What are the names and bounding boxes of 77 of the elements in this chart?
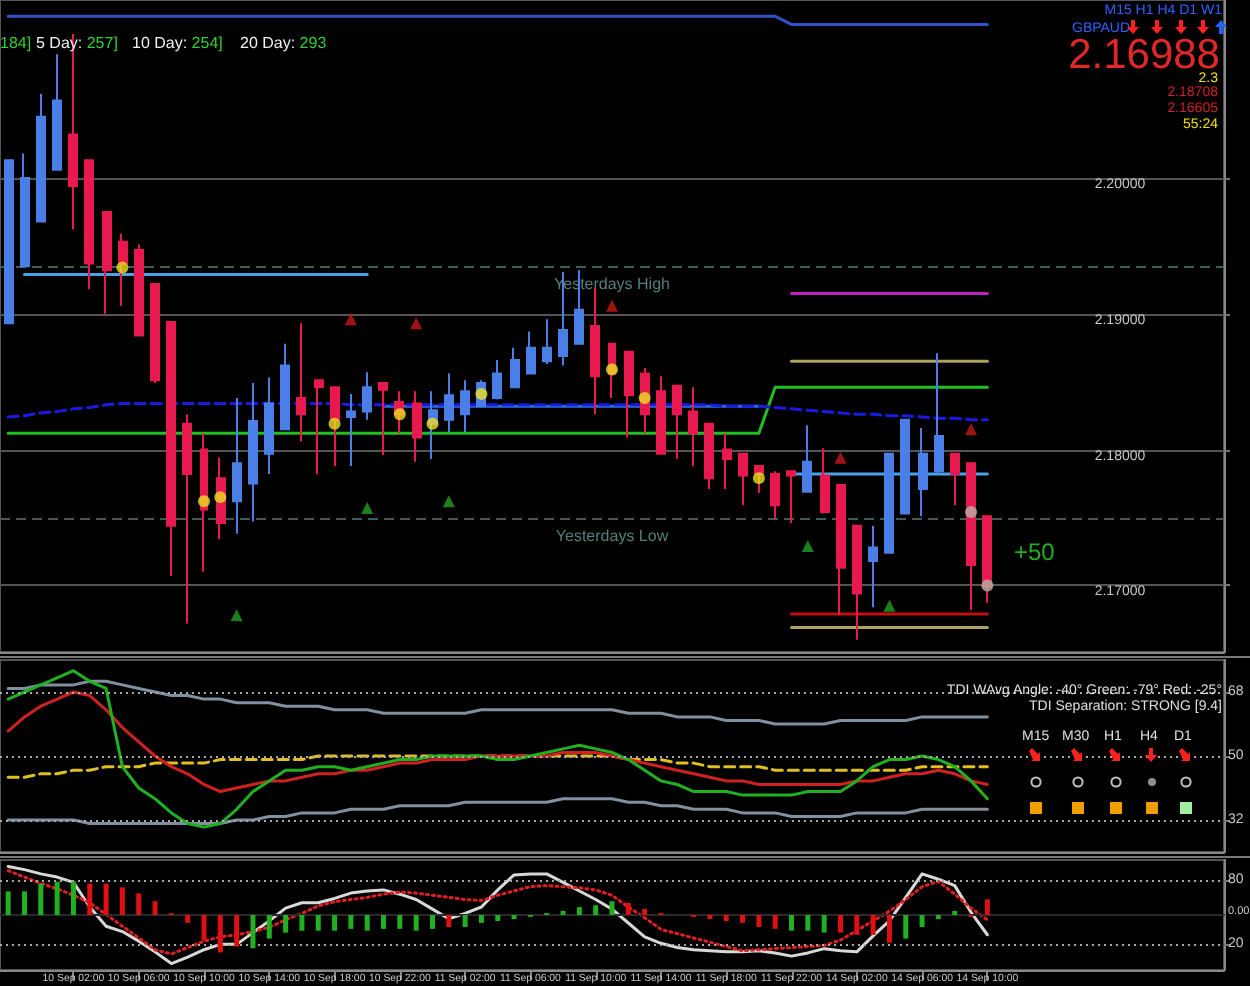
bar: [250, 915, 256, 949]
bar: [429, 915, 435, 929]
bar: [397, 915, 403, 929]
point: [834, 451, 847, 464]
bar: [348, 915, 354, 929]
bar: [201, 915, 207, 941]
bar: [723, 915, 729, 921]
bar: [5, 891, 11, 915]
bar: [315, 915, 321, 931]
point: [328, 417, 341, 430]
point: [116, 261, 129, 274]
bar: [642, 909, 648, 915]
bar: [576, 907, 582, 915]
bar: [625, 903, 631, 915]
bar: [185, 915, 191, 923]
point: [198, 495, 210, 508]
bar: [119, 887, 125, 915]
bar: [381, 915, 387, 929]
bar: [283, 915, 289, 933]
point: [606, 363, 618, 376]
point: [426, 417, 439, 430]
bar: [478, 915, 484, 923]
bar: [136, 893, 142, 915]
point: [638, 391, 651, 404]
point: [410, 317, 423, 330]
point: [361, 502, 374, 515]
bar: [38, 883, 44, 915]
point: [475, 387, 488, 400]
bar: [87, 883, 93, 915]
bar: [332, 915, 338, 931]
bar: [609, 901, 615, 915]
annotation: 10 Day: 254]: [132, 34, 223, 52]
bar: [789, 915, 795, 931]
bar: [70, 881, 76, 915]
bar: [886, 915, 892, 943]
annotation: 184]: [0, 34, 32, 52]
point: [752, 472, 765, 485]
point: [442, 495, 455, 508]
point: [214, 491, 227, 504]
ref-line-label: Yesterdays Low: [555, 526, 669, 545]
point: [801, 540, 814, 553]
point: [393, 408, 406, 421]
bar: [495, 915, 501, 921]
bar: [903, 915, 909, 939]
bar: [266, 915, 272, 939]
bar: [837, 915, 843, 933]
bar: [854, 915, 860, 935]
bar: [462, 915, 468, 927]
bar: [756, 915, 762, 927]
bar: [740, 915, 746, 923]
bar: [446, 915, 452, 927]
line-series: [6, 797, 989, 826]
bar: [217, 915, 223, 953]
text: +50: [1014, 538, 1055, 566]
bar: [984, 899, 990, 915]
bar: [413, 915, 419, 931]
bar: [870, 915, 876, 935]
point: [965, 506, 978, 519]
point: [981, 579, 994, 592]
bar: [772, 915, 778, 929]
point: [606, 299, 618, 312]
bar: [593, 905, 599, 915]
point: [344, 313, 357, 326]
bar: [821, 915, 827, 933]
bar: [234, 915, 240, 947]
bar: [152, 901, 158, 915]
point: [965, 423, 978, 436]
annotation: 20 Day: 293: [240, 34, 327, 52]
bar: [21, 891, 27, 915]
bar: [805, 915, 811, 931]
bar: [299, 915, 305, 931]
point: [883, 599, 896, 612]
point: [230, 609, 243, 622]
bar: [919, 915, 925, 927]
bar: [103, 883, 109, 915]
bar: [54, 881, 60, 915]
bar: [364, 915, 370, 931]
